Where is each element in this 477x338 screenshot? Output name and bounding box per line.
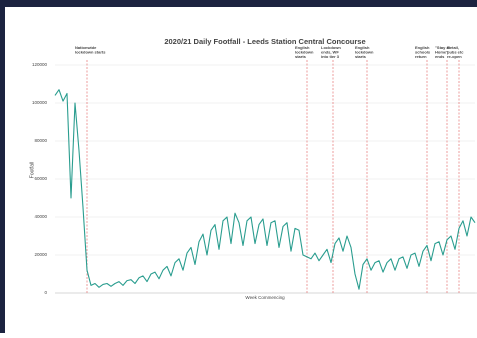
event-label-line: lockdown starts: [75, 50, 106, 55]
y-tick-label: 0: [44, 290, 47, 295]
series-line: [54, 89, 476, 290]
event-label: Lockdown ends, WF into tier 3: [321, 45, 341, 59]
event-label-line: schools: [415, 50, 431, 55]
event-label: English schools return: [415, 45, 431, 59]
y-tick-label: 60000: [34, 176, 47, 181]
event-label-line: lockdown: [355, 50, 374, 55]
chart-title: 2020/21 Daily Footfall - Leeds Station C…: [164, 37, 365, 46]
event-label-line: starts: [355, 54, 367, 59]
event-label-line: English: [415, 45, 430, 50]
event-label: "Stay at Home" ends: [435, 45, 451, 59]
y-axis-label: Footfall: [29, 162, 35, 178]
event-label-line: ends, WF: [321, 50, 339, 55]
event-label-line: Nationwide: [75, 45, 97, 50]
x-axis-label: Week Commencing: [245, 295, 285, 300]
y-tick-label: 80000: [34, 138, 47, 143]
event-label-line: return: [415, 54, 427, 59]
event-label-line: lockdown: [295, 50, 314, 55]
event-label-line: Home": [435, 50, 448, 55]
event-label: English lockdown starts: [355, 45, 374, 59]
y-tick-label: 20000: [34, 252, 47, 257]
event-label-line: re-open: [447, 54, 462, 59]
event-label-line: Retail,: [447, 45, 459, 50]
y-tick-label: 120000: [32, 62, 48, 67]
event-label-line: English: [295, 45, 310, 50]
event-label-line: English: [355, 45, 370, 50]
y-tick-label: 40000: [34, 214, 47, 219]
y-tick-label: 100000: [32, 100, 48, 105]
event-label-line: Lockdown: [321, 45, 341, 50]
event-label: English lockdown starts: [295, 45, 314, 59]
event-label: Retail, pubs etc re-open: [447, 45, 464, 59]
event-label-line: ends: [435, 54, 445, 59]
event-label: Nationwide lockdown starts: [75, 45, 106, 55]
event-label-line: starts: [295, 54, 307, 59]
event-label-line: into tier 3: [321, 54, 340, 59]
event-label-line: pubs etc: [447, 50, 464, 55]
panel: [5, 7, 477, 333]
event-label-line: "Stay at: [435, 45, 451, 50]
